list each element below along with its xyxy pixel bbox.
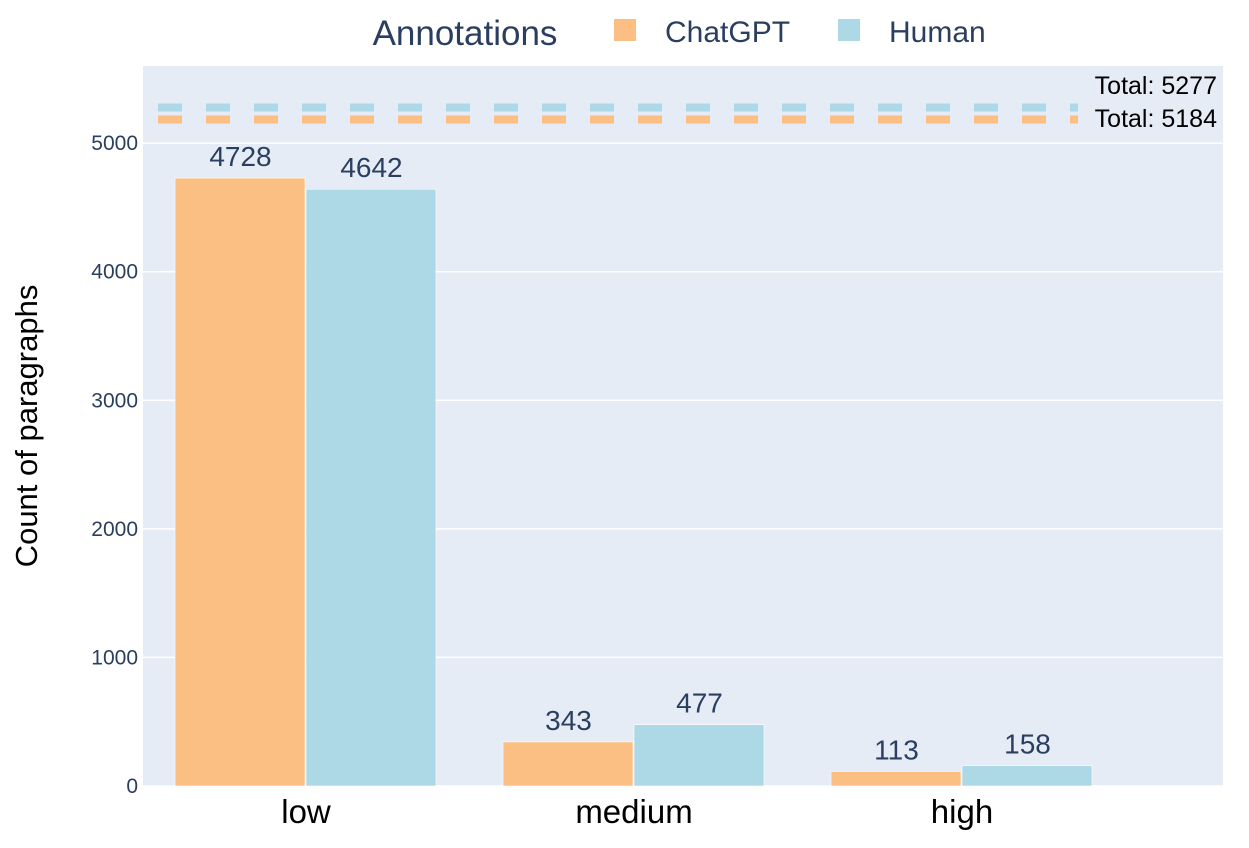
y-tick-label: 5000: [91, 132, 138, 155]
bar-chatgpt-low: [174, 177, 306, 787]
bars: [174, 177, 1093, 787]
y-tick-label: 1000: [91, 646, 138, 669]
bar-chatgpt-high: [830, 771, 962, 787]
x-tick-label: high: [931, 793, 993, 830]
reference-lines: Total: 5277 Total: 5184: [158, 72, 1217, 133]
legend-label-chatgpt: ChatGPT: [665, 16, 790, 49]
x-tick-label: medium: [575, 793, 692, 830]
legend: Annotations ChatGPT Human: [373, 14, 986, 53]
bar-human-medium: [633, 724, 765, 787]
y-tick-label: 2000: [91, 518, 138, 541]
y-axis-ticks: 0 1000 2000 3000 4000 5000: [91, 132, 138, 798]
data-label: 4728: [209, 141, 271, 172]
legend-swatch-chatgpt: [614, 19, 636, 41]
y-tick-label: 0: [126, 775, 138, 798]
data-label: 343: [545, 705, 592, 736]
data-label: 113: [874, 734, 919, 765]
total-label: Total: 5184: [1095, 105, 1217, 133]
data-label: 477: [676, 688, 723, 719]
x-axis-ticks: low medium high: [281, 793, 993, 830]
y-tick-label: 4000: [91, 261, 138, 284]
total-label: Total: 5277: [1095, 72, 1217, 100]
legend-label-human: Human: [889, 16, 986, 49]
y-axis-title: Count of paragraphs: [9, 285, 44, 568]
bar-human-low: [305, 188, 437, 787]
bar-human-high: [961, 765, 1093, 787]
legend-swatch-human: [838, 19, 860, 41]
bar-chatgpt-medium: [502, 741, 634, 787]
x-tick-label: low: [281, 793, 331, 830]
data-labels: 4728 4642 343 477 113 158: [209, 141, 1051, 765]
legend-title: Annotations: [373, 14, 558, 53]
y-tick-label: 3000: [91, 389, 138, 412]
data-label: 4642: [340, 152, 402, 183]
data-label: 158: [1004, 729, 1051, 760]
